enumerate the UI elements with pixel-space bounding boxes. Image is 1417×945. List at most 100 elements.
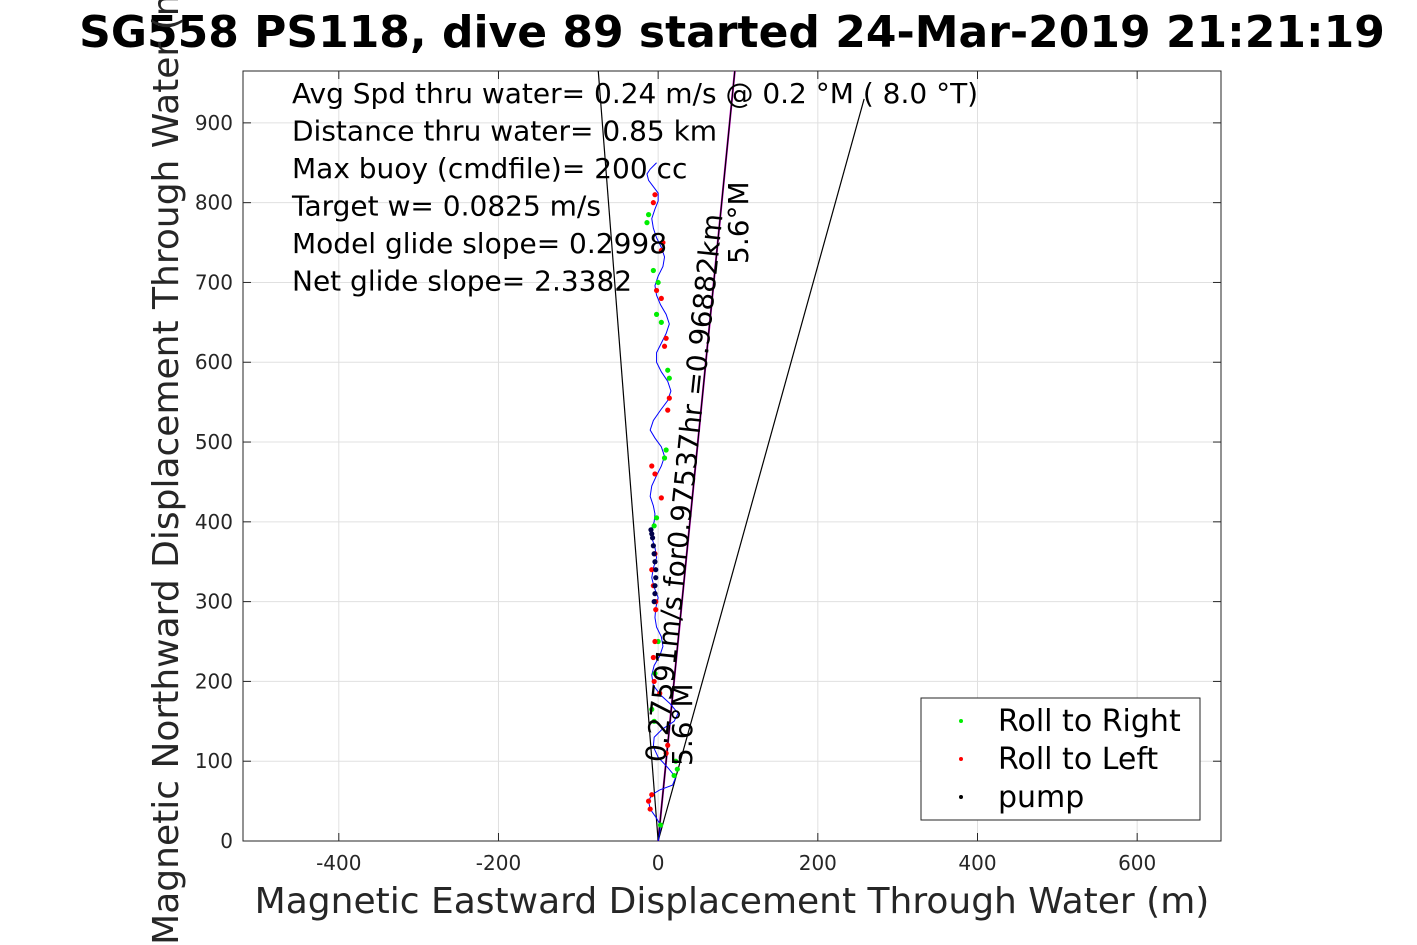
pump-point — [652, 559, 658, 565]
roll-left-point — [665, 407, 671, 413]
pump-point — [649, 535, 656, 541]
roll-left-point — [652, 471, 658, 477]
roll-right-point — [671, 772, 677, 779]
roll-left-point — [650, 200, 656, 206]
annotation-line: Target w= 0.0825 m/s — [291, 190, 601, 223]
y-tick-label: 500 — [195, 430, 233, 454]
roll-right-point — [644, 220, 650, 226]
roll-right-point — [651, 523, 657, 529]
ticks: -400 -200 0 200 400 600 0 100 200 300 400 500 600 700… — [195, 71, 1221, 875]
annotation-line: Max buoy (cmdfile)= 200 cc — [292, 152, 687, 185]
track-layer — [644, 162, 680, 842]
legend-label: Roll to Right — [998, 704, 1181, 739]
annotation-line: Distance thru water= 0.85 km — [292, 115, 717, 148]
current-heading-label: 5.6°M — [722, 181, 755, 264]
y-axis-label: Magnetic Northward Displacement Through … — [146, 0, 187, 945]
roll-left-point — [665, 742, 671, 748]
track-line — [646, 162, 679, 842]
annotations: Avg Spd thru water= 0.24 m/s @ 0.2 °M ( … — [291, 77, 978, 298]
x-tick-label: -200 — [476, 851, 521, 875]
course-heading-label: 5.6°M — [666, 683, 699, 766]
x-tick-label: 0 — [652, 851, 665, 875]
pump-point — [653, 575, 659, 581]
envelope-right-line — [657, 70, 736, 842]
roll-left-point — [649, 463, 655, 469]
roll-right-point — [651, 718, 657, 724]
roll-left-point — [657, 690, 663, 696]
pump-point — [651, 551, 657, 557]
roll-right-point — [653, 311, 660, 317]
legend-marker — [959, 795, 963, 799]
roll-left-point — [658, 295, 664, 302]
roll-right-point — [657, 822, 664, 828]
pump-point — [652, 591, 658, 597]
legend-box — [920, 697, 1201, 821]
roll-left-point — [660, 239, 666, 246]
x-tick-label: -400 — [316, 851, 361, 875]
roll-left-point — [666, 395, 672, 401]
envelope-left-line — [597, 70, 659, 842]
roll-right-point — [665, 367, 671, 373]
roll-right-point — [673, 758, 679, 764]
roll-right-point — [655, 279, 661, 286]
pump-point — [648, 527, 654, 533]
x-tick-label: 400 — [958, 851, 996, 875]
roll-left-point — [658, 495, 664, 501]
roll-left-point — [652, 192, 658, 198]
annotation-line: Net glide slope= 2.3382 — [292, 265, 632, 298]
legend-label: Roll to Left — [998, 742, 1158, 777]
legend-marker — [959, 757, 963, 761]
x-axis-label: Magnetic Eastward Displacement Through W… — [255, 881, 1210, 922]
y-tick-label: 0 — [220, 829, 233, 853]
roll-left-point — [650, 654, 656, 661]
legend-label: pump — [998, 780, 1084, 815]
roll-right-point — [658, 319, 664, 325]
roll-right-point — [653, 515, 660, 521]
roll-left-point — [649, 792, 655, 798]
y-tick-label: 300 — [195, 590, 233, 614]
roll-right-point — [661, 455, 668, 461]
roll-left-point — [661, 343, 668, 349]
roll-left-point — [653, 287, 660, 294]
y-tick-label: 600 — [195, 350, 233, 374]
pump-point — [649, 531, 655, 537]
reference-lines — [597, 70, 865, 842]
roll-right-point — [650, 267, 656, 274]
y-tick-label: 100 — [195, 749, 233, 773]
grid — [243, 71, 1221, 842]
pump-point — [651, 599, 657, 605]
roll-left-point — [647, 806, 653, 812]
roll-left-point — [651, 678, 657, 685]
pump-point — [650, 543, 656, 549]
y-tick-label: 700 — [195, 270, 233, 294]
y-tick-label: 400 — [195, 510, 233, 534]
annotation-line: Avg Spd thru water= 0.24 m/s @ 0.2 °M ( … — [292, 77, 978, 110]
roll-right-point — [666, 375, 672, 381]
y-tick-label: 800 — [195, 191, 233, 215]
roll-left-point — [663, 750, 669, 756]
pump-point — [653, 567, 659, 573]
legend-marker — [959, 719, 963, 723]
y-tick-label: 900 — [195, 111, 233, 135]
roll-left-point — [653, 607, 659, 613]
course-line — [657, 98, 865, 842]
roll-right-point — [649, 706, 655, 712]
roll-left-point — [645, 798, 652, 804]
roll-right-point — [645, 212, 652, 218]
y-tick-label: 200 — [195, 669, 233, 693]
pump-point — [652, 583, 658, 589]
roll-right-point — [652, 670, 658, 677]
plot-area — [242, 70, 1222, 842]
x-tick-label: 200 — [799, 851, 837, 875]
roll-left-point — [658, 247, 664, 254]
roll-left-point — [663, 335, 669, 341]
roll-left-point — [652, 638, 658, 645]
annotation-line: Model glide slope= 0.2998 — [292, 227, 667, 260]
chart-title: SG558 PS118, dive 89 started 24-Mar-2019… — [79, 7, 1385, 58]
roll-right-point — [674, 766, 680, 772]
roll-right-point — [663, 447, 669, 453]
roll-left-point — [649, 567, 655, 573]
x-tick-label: 600 — [1118, 851, 1156, 875]
